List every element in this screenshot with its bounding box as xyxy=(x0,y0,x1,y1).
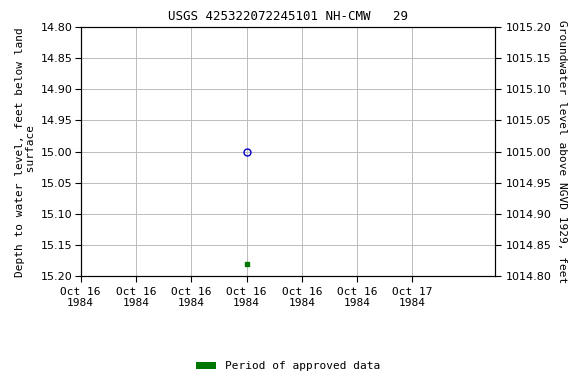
Legend: Period of approved data: Period of approved data xyxy=(191,357,385,376)
Title: USGS 425322072245101 NH-CMW   29: USGS 425322072245101 NH-CMW 29 xyxy=(168,10,408,23)
Y-axis label: Groundwater level above NGVD 1929, feet: Groundwater level above NGVD 1929, feet xyxy=(557,20,567,283)
Y-axis label: Depth to water level, feet below land
 surface: Depth to water level, feet below land su… xyxy=(14,27,36,276)
